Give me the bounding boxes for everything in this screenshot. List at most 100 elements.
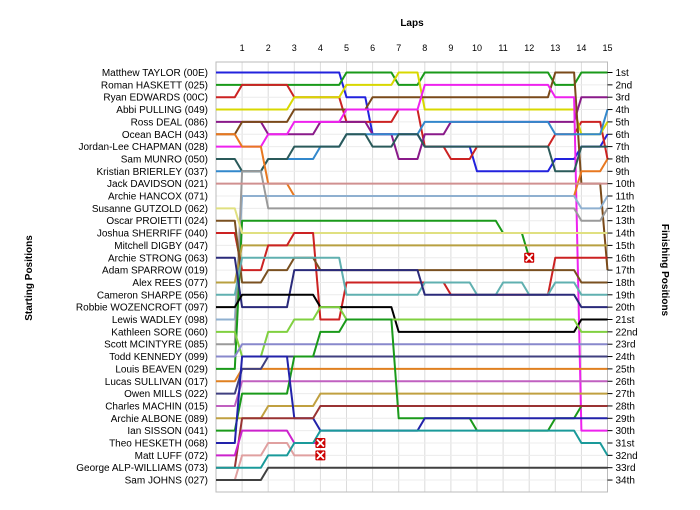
driver-line [216,404,608,469]
starting-position-label: Lewis WADLEY (098) [112,315,208,326]
driver-line [216,133,608,173]
driver-line [216,380,608,407]
starting-position-label: Mitchell DIGBY (047) [114,241,208,252]
driver-line [216,71,609,136]
finishing-position-label: 27th [616,389,635,400]
starting-position-label: Sam JOHNS (027) [125,476,208,487]
finishing-position-label: 1st [616,68,630,79]
driver-line [216,170,609,346]
starting-position-label: Ryan EDWARDS (00C) [103,93,208,104]
retirement-mark-x [316,451,325,460]
finishing-position-label: 2nd [616,80,633,91]
finishing-position-label: 15th [616,241,635,252]
finishing-position-label: 25th [616,364,635,375]
starting-position-label: Joshua SHERRIFF (040) [97,229,208,240]
series-lines [216,71,609,482]
x-tick-label: 13 [550,43,560,53]
finishing-position-label: 31st [616,439,635,450]
finishing-position-label: 13th [616,216,635,227]
finishing-position-label: 12th [616,204,635,215]
retirement-mark [524,252,535,263]
finishing-position-label: 6th [616,130,630,141]
finishing-position-label: 26th [616,377,635,388]
finishing-position-label: 7th [616,142,630,153]
starting-position-label: Archie ALBONE (089) [111,414,208,425]
driver-line [216,256,608,296]
finishing-position-label: 10th [616,179,635,190]
finishing-position-label: 18th [616,278,635,289]
starting-position-label: Robbie WOZENCROFT (097) [76,303,208,314]
x-tick-label: 8 [422,43,427,53]
starting-position-label: Theo HESKETH (068) [109,439,208,450]
retirement-mark-x [525,253,534,262]
finishing-position-label: 28th [616,401,635,412]
finishing-position-label: 19th [616,290,635,301]
starting-position-label: Matt LUFF (072) [135,451,208,462]
starting-position-label: Jack DAVIDSON (021) [107,179,208,190]
x-tick-label: 6 [370,43,375,53]
starting-position-label: Ocean BACH (043) [122,130,208,141]
retirement-mark [315,450,326,461]
x-tick-label: 12 [524,43,534,53]
finishing-position-label: 8th [616,154,630,165]
finishing-position-label: 17th [616,266,635,277]
x-tick-label: 2 [266,43,271,53]
x-tick-label: 9 [448,43,453,53]
x-tick-label: 14 [576,43,586,53]
starting-position-label: Scott MCINTYRE (085) [104,340,208,351]
finishing-position-label: 11th [616,192,635,203]
starting-position-label: Sam MUNRO (050) [121,154,208,165]
y-axis-left-title: Starting Positions [24,235,35,321]
starting-position-label: Lucas SULLIVAN (017) [105,377,208,388]
y-axis-right-title: Finishing Positions [659,224,670,317]
starting-position-label: Oscar PROIETTI (024) [106,216,208,227]
starting-position-label: Charles MACHIN (015) [105,401,208,412]
finishing-position-label: 32nd [616,451,638,462]
finishing-position-label: 33rd [616,463,636,474]
starting-position-label: Ian SISSON (041) [127,426,208,437]
driver-line [216,83,608,432]
finishing-position-label: 22nd [616,327,638,338]
finishing-position-label: 21st [616,315,635,326]
starting-position-label: Owen MILLS (022) [124,389,208,400]
starting-position-label: Susanne GUTZOLD (062) [92,204,208,215]
starting-position-label: Cameron SHARPE (056) [97,290,208,301]
driver-line [216,256,608,309]
x-tick-label: 3 [292,43,297,53]
finishing-position-label: 24th [616,352,635,363]
finishing-position-label: 3rd [616,93,630,104]
x-tick-label: 11 [498,43,507,53]
finishing-position-label: 16th [616,253,635,264]
driver-line [216,219,531,370]
starting-position-label: Matthew TAYLOR (00E) [102,68,208,79]
x-tick-label: 1 [240,43,245,53]
starting-position-label: Adam SPARROW (019) [102,266,208,277]
starting-position-label: Archie STRONG (063) [108,253,208,264]
finishing-position-label: 20th [616,303,635,314]
driver-line [216,392,608,420]
retirement-mark-x [316,438,325,448]
driver-line [216,355,608,395]
retirement-marks [315,252,535,461]
x-tick-label: 4 [318,43,323,53]
driver-line [216,71,609,271]
driver-line [216,343,608,358]
finishing-position-label: 5th [616,117,630,128]
x-tick-labels: 1 2 3 4 5 6 7 8 9 10 11 12 13 14 15 [240,43,613,53]
finishing-position-label: 4th [616,105,630,116]
finishing-position-label: 9th [616,167,630,178]
starting-position-label: Kathleen SORE (060) [111,327,208,338]
finishing-position-labels: 1st2nd3rd4th5th6th7th8th9th10th11th12th1… [607,68,638,487]
driver-line [216,195,609,321]
finishing-position-label: 14th [616,229,635,240]
x-tick-label: 15 [602,43,612,53]
driver-line [216,207,608,235]
starting-position-label: Louis BEAVEN (029) [115,364,208,375]
starting-position-label: Roman HASKETT (025) [101,80,208,91]
starting-position-label: Ross DEAL (086) [131,117,208,128]
driver-line [216,318,608,432]
finishing-position-label: 29th [616,414,635,425]
driver-line [216,466,608,482]
driver-line [216,442,321,482]
